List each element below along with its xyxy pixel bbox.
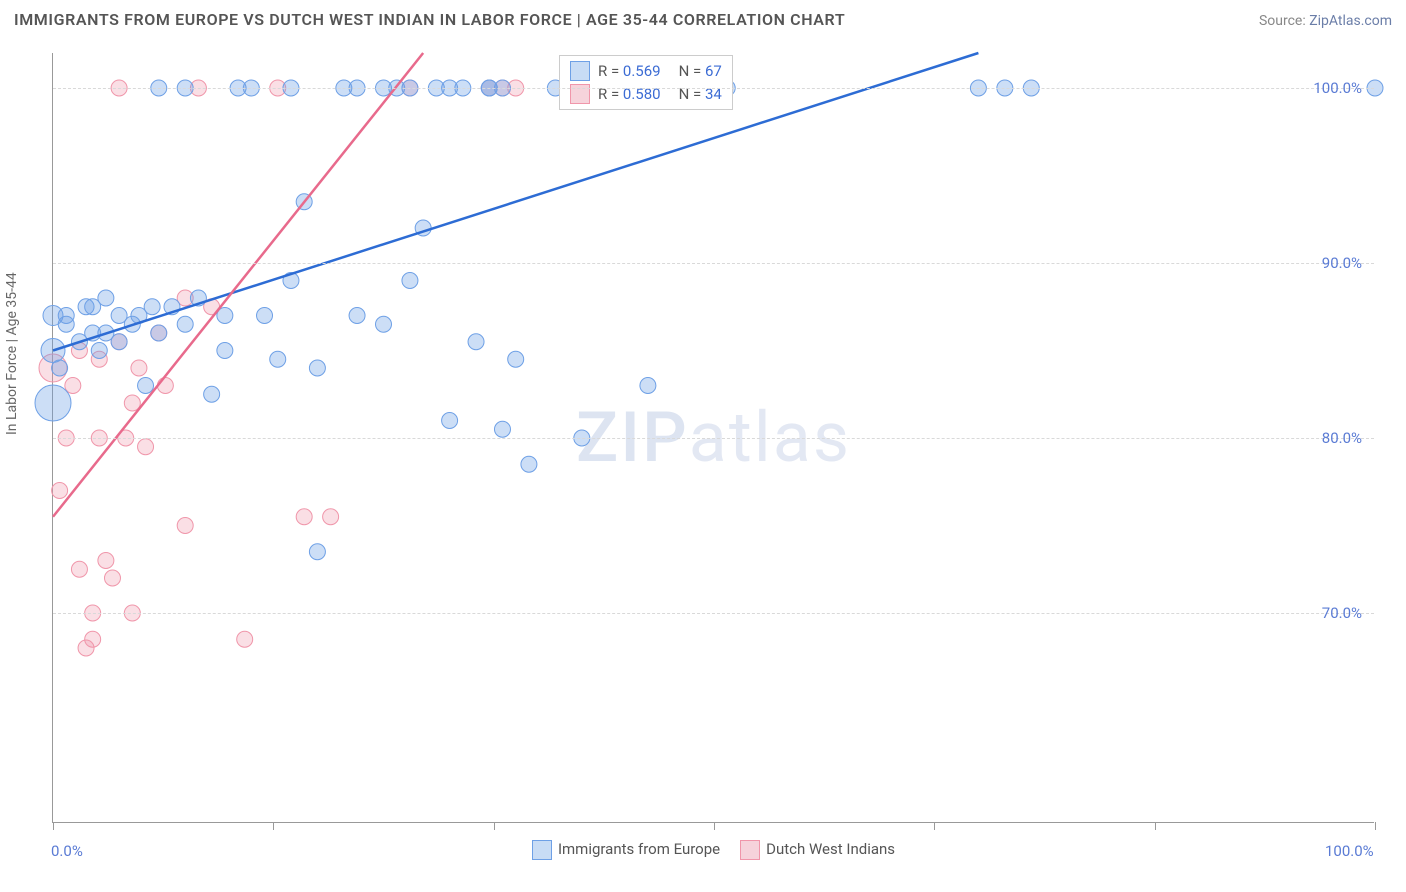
stats-row: R = 0.580 N = 34 — [570, 83, 722, 106]
scatter-point — [309, 544, 325, 560]
scatter-point — [65, 378, 81, 394]
scatter-point — [237, 631, 253, 647]
scatter-point — [52, 360, 68, 376]
stats-n-label: N = 34 — [679, 83, 722, 106]
scatter-point — [138, 439, 154, 455]
trend-line — [53, 53, 423, 517]
x-tick — [934, 822, 935, 830]
source-link[interactable]: ZipAtlas.com — [1309, 13, 1392, 29]
x-tick — [494, 822, 495, 830]
scatter-point — [98, 290, 114, 306]
stats-swatch — [570, 61, 590, 81]
scatter-point — [270, 351, 286, 367]
legend-label-europe: Immigrants from Europe — [558, 840, 720, 858]
legend-item-dutch: Dutch West Indians — [740, 840, 895, 860]
scatter-point — [111, 334, 127, 350]
scatter-point — [151, 325, 167, 341]
stats-r-label: R = 0.569 — [598, 60, 661, 83]
scatter-point — [309, 360, 325, 376]
gridline — [53, 613, 1374, 614]
legend-swatch-europe — [532, 840, 552, 860]
scatter-point — [323, 509, 339, 525]
scatter-point — [177, 518, 193, 534]
x-tick — [273, 822, 274, 830]
scatter-point — [52, 483, 68, 499]
correlation-stats-box: R = 0.569 N = 67 R = 0.580 N = 34 — [559, 55, 733, 110]
stats-swatch — [570, 84, 590, 104]
legend-label-dutch: Dutch West Indians — [766, 840, 895, 858]
plot-area: ZIPatlas R = 0.569N = 67R = 0.580N = 34 … — [52, 53, 1374, 823]
scatter-point — [217, 343, 233, 359]
gridline — [53, 88, 1374, 89]
y-axis-label: In Labor Force | Age 35-44 — [4, 272, 20, 435]
stats-n-label: N = 67 — [679, 60, 722, 83]
source-label: Source: ZipAtlas.com — [1259, 13, 1392, 29]
chart-title: IMMIGRANTS FROM EUROPE VS DUTCH WEST IND… — [14, 10, 845, 29]
x-tick-label: 100.0% — [1325, 842, 1374, 860]
scatter-point — [442, 413, 458, 429]
scatter-point — [494, 421, 510, 437]
scatter-point — [131, 360, 147, 376]
scatter-point — [204, 386, 220, 402]
y-tick-label: 90.0% — [1322, 254, 1362, 272]
scatter-point — [85, 631, 101, 647]
scatter-point — [257, 308, 273, 324]
scatter-point — [296, 509, 312, 525]
scatter-point — [640, 378, 656, 394]
source-prefix: Source: — [1259, 13, 1309, 29]
x-tick — [1155, 822, 1156, 830]
chart-stage: In Labor Force | Age 35-44 ZIPatlas R = … — [0, 35, 1406, 875]
x-tick — [1375, 822, 1376, 830]
scatter-point — [349, 308, 365, 324]
gridline — [53, 263, 1374, 264]
y-tick-label: 80.0% — [1322, 429, 1362, 447]
scatter-point — [104, 570, 120, 586]
y-tick-label: 70.0% — [1322, 604, 1362, 622]
scatter-point — [98, 553, 114, 569]
scatter-point — [157, 378, 173, 394]
scatter-point — [508, 351, 524, 367]
scatter-point — [138, 378, 154, 394]
scatter-point — [402, 273, 418, 289]
scatter-point — [177, 316, 193, 332]
legend-swatch-dutch — [740, 840, 760, 860]
x-tick-label: 0.0% — [51, 842, 83, 860]
x-tick — [53, 822, 54, 830]
scatter-point — [91, 343, 107, 359]
scatter-point — [521, 456, 537, 472]
scatter-point — [468, 334, 484, 350]
gridline — [53, 438, 1374, 439]
stats-r-label: R = 0.580 — [598, 83, 661, 106]
scatter-point — [58, 308, 74, 324]
scatter-point — [71, 561, 87, 577]
chart-header: IMMIGRANTS FROM EUROPE VS DUTCH WEST IND… — [0, 0, 1406, 35]
bottom-legend: Immigrants from Europe Dutch West Indian… — [53, 840, 1374, 860]
trend-line — [53, 53, 978, 351]
legend-item-europe: Immigrants from Europe — [532, 840, 720, 860]
scatter-point — [144, 299, 160, 315]
scatter-point — [35, 385, 71, 421]
x-tick — [714, 822, 715, 830]
y-tick-label: 100.0% — [1313, 79, 1362, 97]
scatter-point — [376, 316, 392, 332]
stats-row: R = 0.569 N = 67 — [570, 60, 722, 83]
